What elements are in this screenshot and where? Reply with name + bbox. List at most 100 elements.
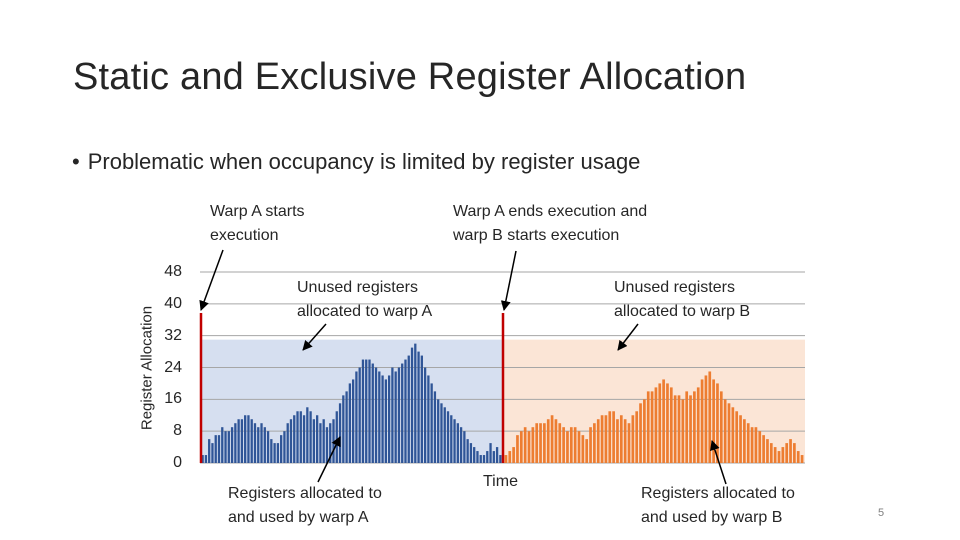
annotation-warp-a-ends: Warp A ends execution and warp B starts … xyxy=(453,200,647,248)
warp-a-bar xyxy=(486,451,489,463)
warp-b-bar xyxy=(635,411,639,463)
warp-a-bar xyxy=(316,415,319,463)
warp-b-bar xyxy=(673,395,677,463)
warp-b-bar xyxy=(789,439,792,463)
warp-a-bar xyxy=(257,427,260,463)
warp-a-bar xyxy=(361,359,365,463)
annotation-line: Warp A ends execution and xyxy=(453,203,648,220)
warp-a-bar xyxy=(473,447,476,463)
warp-b-bar xyxy=(600,415,604,463)
warp-a-bar xyxy=(283,431,286,463)
warp-a-bar xyxy=(391,367,394,463)
warp-a-bar xyxy=(440,403,443,463)
annotation-unused-a: Unused registers allocated to warp A xyxy=(297,276,432,324)
warp-a-bar xyxy=(387,375,391,463)
warp-b-bar xyxy=(650,391,654,463)
annotation-used-b: Registers allocated to and used by warp … xyxy=(641,482,795,530)
warp-b-bar xyxy=(666,383,669,463)
warp-b-bar xyxy=(581,435,585,463)
warp-b-bar xyxy=(658,383,662,463)
annotation-line: Registers allocated to xyxy=(641,485,795,502)
warp-b-bar xyxy=(573,427,577,463)
warp-a-bar xyxy=(476,451,479,463)
warp-b-bar xyxy=(554,419,558,463)
warp-b-bar xyxy=(743,419,746,463)
warp-a-bar xyxy=(450,415,453,463)
warp-b-bar xyxy=(523,427,527,463)
warp-a-bar xyxy=(381,375,384,463)
warp-b-bar xyxy=(754,427,758,463)
warp-a-allocated-region xyxy=(200,339,503,463)
annotation-line: and used by warp A xyxy=(228,509,369,526)
warp-a-bar xyxy=(420,355,423,463)
warp-a-bar xyxy=(273,443,276,463)
warp-b-bar xyxy=(712,379,715,463)
warp-b-bar xyxy=(681,399,685,463)
y-tick-label: 32 xyxy=(164,326,182,344)
warp-a-bar xyxy=(443,407,446,463)
warp-b-bar xyxy=(546,419,550,463)
warp-b-bar xyxy=(777,451,781,463)
warp-b-bar xyxy=(589,427,592,463)
warp-b-bar xyxy=(558,423,562,463)
warp-b-bar xyxy=(566,431,569,463)
warp-a-bar xyxy=(299,411,302,463)
warp-a-bar xyxy=(309,411,312,463)
warp-a-bar xyxy=(342,395,345,463)
warp-b-bar xyxy=(577,431,581,463)
warp-a-bar xyxy=(266,431,270,463)
bullet-text: Problematic when occupancy is limited by… xyxy=(87,149,641,174)
warp-b-bar xyxy=(766,439,769,463)
warp-b-bar xyxy=(700,379,704,463)
warp-a-bar xyxy=(244,415,247,463)
warp-a-bar xyxy=(325,427,329,463)
warp-a-bar xyxy=(227,431,230,463)
warp-b-bar xyxy=(689,395,692,463)
warp-a-bar xyxy=(280,435,283,463)
warp-b-bar xyxy=(512,447,515,463)
annotation-line: Warp A starts xyxy=(210,203,305,220)
slide-title: Static and Exclusive Register Allocation xyxy=(73,56,747,98)
annotation-line: Registers allocated to xyxy=(228,485,382,502)
warp-a-bar xyxy=(466,439,469,463)
warp-a-bar xyxy=(358,367,361,463)
warp-a-bar xyxy=(208,439,211,463)
warp-a-bar xyxy=(204,455,208,463)
warp-b-bar xyxy=(719,391,723,463)
y-tick-label: 0 xyxy=(173,454,182,471)
warp-a-bar xyxy=(286,423,289,463)
y-tick-label: 24 xyxy=(164,358,182,376)
warp-a-bar xyxy=(397,367,401,463)
warp-a-bar xyxy=(234,423,237,463)
warp-b-bar xyxy=(619,415,623,463)
warp-b-bar xyxy=(585,439,589,463)
warp-a-bar xyxy=(332,419,335,463)
warp-a-bar xyxy=(479,455,482,463)
warp-a-bar xyxy=(446,411,450,463)
warp-a-bar xyxy=(469,443,473,463)
warp-b-bar xyxy=(773,447,777,463)
warp-a-bar xyxy=(217,435,221,463)
warp-a-bar xyxy=(401,363,404,463)
warp-b-bar xyxy=(800,455,804,463)
warp-b-bar xyxy=(785,443,789,463)
warp-a-bar xyxy=(247,415,250,463)
y-tick-label: 48 xyxy=(164,263,182,280)
warp-a-bar xyxy=(374,367,378,463)
warp-b-bar xyxy=(616,419,619,463)
warp-b-bar xyxy=(623,419,627,463)
warp-a-bar xyxy=(201,455,204,463)
warp-a-bar xyxy=(224,431,227,463)
warp-b-bar xyxy=(569,427,573,463)
warp-a-bar xyxy=(306,407,309,463)
warp-a-bar xyxy=(365,359,368,463)
warp-a-bar xyxy=(427,375,430,463)
warp-a-bar xyxy=(270,439,273,463)
warp-b-bar xyxy=(762,435,765,463)
warp-a-bar xyxy=(433,391,437,463)
warp-b-bar xyxy=(723,399,727,463)
warp-b-bar xyxy=(746,423,750,463)
annotation-line: allocated to warp B xyxy=(614,303,751,320)
warp-b-bar xyxy=(750,427,754,463)
